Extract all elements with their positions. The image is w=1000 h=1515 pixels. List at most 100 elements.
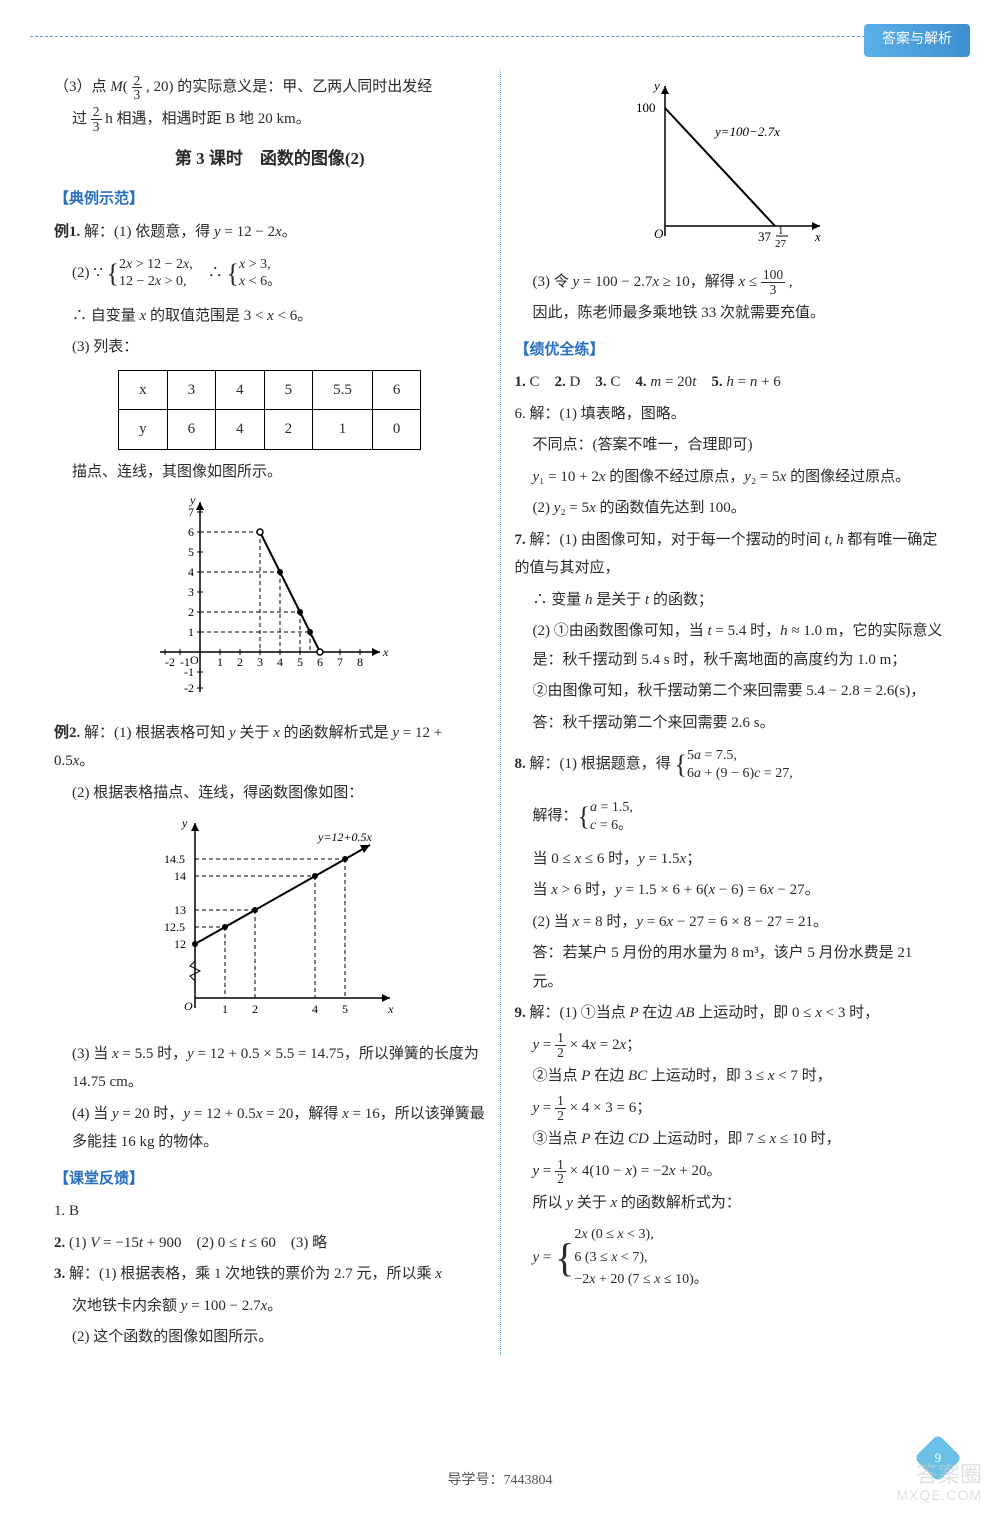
svg-text:2: 2 bbox=[252, 1002, 258, 1016]
text: ②由图像可知，秋千摆动第二个来回需要 5.4 − 2.8 = 2.6(s)， bbox=[515, 677, 947, 706]
text: 例1. 解：(1) 依题意，得 y = 12 − 2x。 bbox=[54, 218, 486, 247]
bracket-heading: 【课堂反馈】 bbox=[54, 1165, 486, 1194]
svg-text:O: O bbox=[184, 999, 193, 1013]
right-column: O x y 100 y=100−2.7x 37 1 27 (3) 令 y = 1… bbox=[501, 70, 961, 1355]
svg-text:1: 1 bbox=[217, 655, 223, 669]
text: 9. 解：(1) ①当点 P 在边 AB 上运动时，即 0 ≤ x < 3 时， bbox=[515, 999, 947, 1028]
text: 次地铁卡内余额 y = 100 − 2.7x。 bbox=[54, 1292, 486, 1321]
cell: 5 bbox=[264, 370, 313, 410]
cell: 4 bbox=[216, 370, 265, 410]
watermark: 答案圈 MXQE.COM bbox=[896, 1463, 982, 1503]
text: y = 12 × 4 × 3 = 6； bbox=[515, 1094, 947, 1123]
svg-text:-2: -2 bbox=[165, 655, 175, 669]
text: 答：若某户 5 月份的用水量为 8 m³，该户 5 月份水费是 21 元。 bbox=[515, 939, 947, 996]
table-row: y 6 4 2 1 0 bbox=[119, 410, 421, 450]
section-title: 第 3 课时 函数的图像(2) bbox=[54, 143, 486, 175]
cell: 2 bbox=[264, 410, 313, 450]
cell: 6 bbox=[167, 410, 216, 450]
text: (2) 根据表格描点、连线，得函数图像如图： bbox=[54, 779, 486, 808]
text: y₁ = 10 + 2x 的图像不经过原点，y₂ = 5x 的图像经过原点。 bbox=[515, 463, 947, 492]
svg-text:3: 3 bbox=[257, 655, 263, 669]
cell: 0 bbox=[372, 410, 421, 450]
left-column: （3）点 M( 23 , 20) 的实际意义是：甲、乙两人同时出发经 过 23 … bbox=[40, 70, 501, 1355]
text: 答：秋千摆动第二个来回需要 2.6 s。 bbox=[515, 709, 947, 738]
text: 过 23 h 相遇，相遇时距 B 地 20 km。 bbox=[54, 105, 486, 134]
text: 因此，陈老师最多乘地铁 33 次就需要充值。 bbox=[515, 299, 947, 328]
text: 描点、连线，其图像如图所示。 bbox=[54, 458, 486, 487]
text: 不同点：(答案不唯一，合理即可) bbox=[515, 431, 947, 460]
svg-text:27: 27 bbox=[775, 238, 787, 250]
svg-text:x: x bbox=[387, 1002, 394, 1016]
cell: 4 bbox=[216, 410, 265, 450]
text: 例2. 解：(1) 根据表格可知 y 关于 x 的函数解析式是 y = 12 +… bbox=[54, 719, 486, 776]
text: 解得：{a = 1.5,c = 6。 bbox=[515, 792, 947, 841]
text: y = 12 × 4(10 − x) = −2x + 20。 bbox=[515, 1157, 947, 1186]
text: 8. 解：(1) 根据题意，得 {5a = 7.5,6a + (9 − 6)c … bbox=[515, 740, 947, 789]
svg-text:6: 6 bbox=[317, 655, 323, 669]
svg-text:14.5: 14.5 bbox=[164, 852, 185, 866]
text: y = {2x (0 ≤ x < 3),6 (3 ≤ x < 7),−2x + … bbox=[515, 1220, 947, 1296]
svg-text:y=12+0.5x: y=12+0.5x bbox=[317, 830, 373, 844]
svg-text:5: 5 bbox=[188, 545, 194, 559]
svg-text:13: 13 bbox=[174, 903, 186, 917]
svg-text:-2: -2 bbox=[184, 681, 194, 695]
cell: 3 bbox=[167, 370, 216, 410]
svg-text:1: 1 bbox=[778, 225, 784, 237]
graph-1: x y O -2-1 123 456 78 123 4567 -1-2 bbox=[54, 492, 486, 713]
text: 2. (1) V = −15t + 900 (2) 0 ≤ t ≤ 60 (3)… bbox=[54, 1229, 486, 1258]
header-badge: 答案与解析 bbox=[864, 24, 970, 57]
svg-text:7: 7 bbox=[337, 655, 343, 669]
text: (3) 令 y = 100 − 2.7x ≥ 10，解得 x ≤ 1003 , bbox=[515, 268, 947, 297]
text: y = 12 × 4x = 2x； bbox=[515, 1031, 947, 1060]
page-content: （3）点 M( 23 , 20) 的实际意义是：甲、乙两人同时出发经 过 23 … bbox=[0, 0, 1000, 1405]
svg-text:7: 7 bbox=[188, 505, 194, 519]
svg-text:1: 1 bbox=[188, 625, 194, 639]
svg-text:3: 3 bbox=[188, 585, 194, 599]
svg-text:8: 8 bbox=[357, 655, 363, 669]
text: 当 0 ≤ x ≤ 6 时，y = 1.5x； bbox=[515, 845, 947, 874]
text: （3）点 M( 23 , 20) 的实际意义是：甲、乙两人同时出发经 bbox=[54, 73, 486, 102]
svg-text:37: 37 bbox=[758, 229, 772, 244]
text: (2) y₂ = 5x 的函数值先达到 100。 bbox=[515, 494, 947, 523]
svg-text:12: 12 bbox=[174, 937, 186, 951]
text: 当 x > 6 时，y = 1.5 × 6 + 6(x − 6) = 6x − … bbox=[515, 876, 947, 905]
text: 1. B bbox=[54, 1197, 486, 1226]
graph-3: O x y 100 y=100−2.7x 37 1 27 bbox=[515, 76, 947, 262]
svg-text:100: 100 bbox=[636, 100, 656, 115]
text: (4) 当 y = 20 时，y = 12 + 0.5x = 20，解得 x =… bbox=[54, 1100, 486, 1157]
svg-text:1: 1 bbox=[222, 1002, 228, 1016]
svg-text:2: 2 bbox=[237, 655, 243, 669]
footer-code: 导学号：7443804 bbox=[0, 1468, 1000, 1495]
text: (3) 当 x = 5.5 时，y = 12 + 0.5 × 5.5 = 14.… bbox=[54, 1040, 486, 1097]
cell: 6 bbox=[372, 370, 421, 410]
cell: 5.5 bbox=[313, 370, 373, 410]
data-table: x 3 4 5 5.5 6 y 6 4 2 1 0 bbox=[118, 370, 421, 450]
svg-text:y: y bbox=[181, 816, 188, 830]
text: ∴ 变量 h 是关于 t 的函数； bbox=[515, 586, 947, 615]
svg-text:4: 4 bbox=[188, 565, 194, 579]
text: (2) 这个函数的图像如图所示。 bbox=[54, 1323, 486, 1352]
bracket-heading: 【绩优全练】 bbox=[515, 336, 947, 365]
svg-text:12.5: 12.5 bbox=[164, 920, 185, 934]
text: ②当点 P 在边 BC 上运动时，即 3 ≤ x < 7 时， bbox=[515, 1062, 947, 1091]
svg-text:14: 14 bbox=[174, 869, 186, 883]
svg-text:4: 4 bbox=[277, 655, 283, 669]
table-row: x 3 4 5 5.5 6 bbox=[119, 370, 421, 410]
svg-text:2: 2 bbox=[188, 605, 194, 619]
text: ∴ 自变量 x 的取值范围是 3 < x < 6。 bbox=[54, 302, 486, 331]
svg-text:4: 4 bbox=[312, 1002, 318, 1016]
text: 所以 y 关于 x 的函数解析式为： bbox=[515, 1189, 947, 1218]
svg-text:x: x bbox=[814, 229, 821, 244]
svg-text:5: 5 bbox=[297, 655, 303, 669]
graph-2: O x y 1212.513 1414.5 1245 bbox=[54, 813, 486, 1034]
svg-text:-1: -1 bbox=[184, 665, 194, 679]
svg-text:y=100−2.7x: y=100−2.7x bbox=[713, 124, 780, 139]
text: ③当点 P 在边 CD 上运动时，即 7 ≤ x ≤ 10 时， bbox=[515, 1125, 947, 1154]
cell: y bbox=[119, 410, 168, 450]
svg-text:5: 5 bbox=[342, 1002, 348, 1016]
text: (3) 列表： bbox=[54, 333, 486, 362]
header-divider bbox=[30, 36, 970, 37]
text: 1. C 2. D 3. C 4. m = 20t 5. h = n + 6 bbox=[515, 368, 947, 397]
cell: 1 bbox=[313, 410, 373, 450]
bracket-heading: 【典例示范】 bbox=[54, 185, 486, 214]
